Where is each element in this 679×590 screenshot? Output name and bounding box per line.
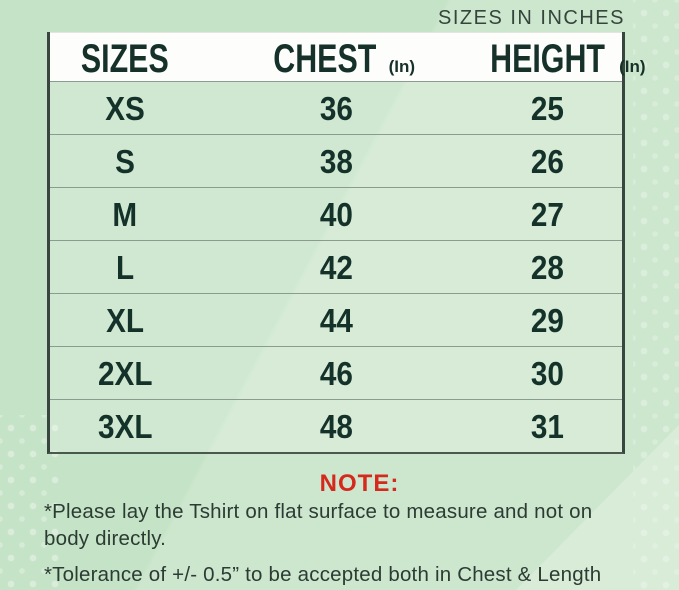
size-cell: XL — [106, 301, 144, 339]
table-header-row: SIZES CHEST (In) HEIGHT (In) — [50, 32, 646, 81]
height-cell: 31 — [530, 407, 564, 445]
sizes-in-inches-label: SIZES IN INCHES — [438, 7, 625, 29]
size-cell: 3XL — [97, 407, 153, 445]
table-row-l: L 42 28 — [50, 240, 622, 293]
note-line-measure-2: body directly. — [44, 527, 167, 550]
column-header-height: HEIGHT (In) — [472, 33, 646, 81]
height-cell: 28 — [530, 248, 564, 286]
note-text: *Please lay the Tshirt on flat surface t… — [44, 498, 652, 588]
chest-cell: 38 — [319, 142, 353, 180]
column-header-sizes: SIZES — [50, 33, 200, 81]
table-row-2xl: 2XL 46 30 — [50, 346, 622, 399]
table-row-s: S 38 26 — [50, 134, 622, 187]
column-header-chest-label: CHEST — [273, 37, 377, 81]
column-header-sizes-label: SIZES — [81, 37, 169, 81]
height-cell: 26 — [530, 142, 564, 180]
chest-cell: 44 — [319, 301, 353, 339]
table-row-xl: XL 44 29 — [50, 293, 622, 346]
height-cell: 29 — [530, 301, 564, 339]
table-row-m: M 40 27 — [50, 187, 622, 240]
column-header-chest-unit: (In) — [388, 57, 415, 76]
height-cell: 30 — [530, 354, 564, 392]
chest-cell: 42 — [319, 248, 353, 286]
column-header-chest: CHEST (In) — [200, 33, 472, 81]
table-row-xs: XS 36 25 — [50, 81, 622, 134]
size-chart-table: SIZES CHEST (In) HEIGHT (In) XS 36 25 S … — [47, 32, 646, 454]
note-line-measure-1: *Please lay the Tshirt on flat surface t… — [44, 500, 593, 523]
table-row-3xl: 3XL 48 31 — [50, 399, 622, 452]
note-line-tolerance: *Tolerance of +/- 0.5” to be accepted bo… — [44, 563, 602, 586]
size-cell: 2XL — [97, 354, 153, 392]
chest-cell: 36 — [319, 89, 353, 127]
column-header-height-unit: (In) — [619, 57, 646, 76]
size-cell: L — [115, 248, 135, 286]
height-cell: 25 — [530, 89, 564, 127]
size-cell: S — [115, 142, 135, 180]
chest-cell: 48 — [319, 407, 353, 445]
column-header-height-label: HEIGHT — [490, 37, 605, 81]
chest-cell: 40 — [319, 195, 353, 233]
size-cell: XS — [105, 89, 145, 127]
note-heading: NOTE: — [319, 470, 400, 497]
size-cell: M — [112, 195, 138, 233]
height-cell: 27 — [530, 195, 564, 233]
chest-cell: 46 — [319, 354, 353, 392]
